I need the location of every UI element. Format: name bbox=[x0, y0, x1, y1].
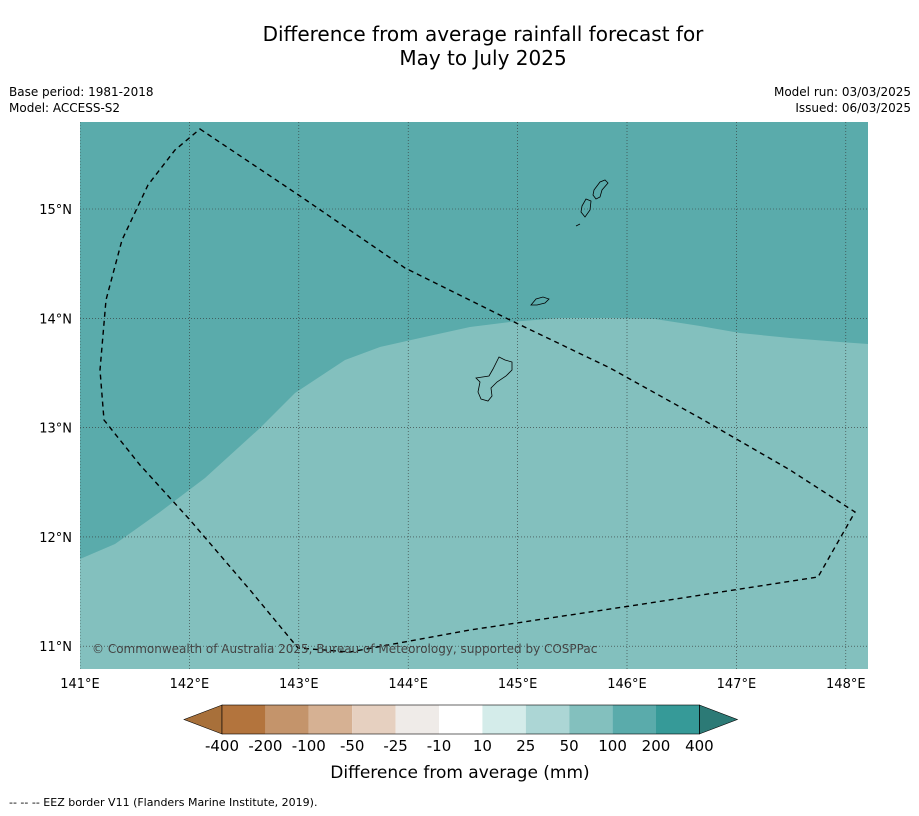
colorbar-tick-label: 50 bbox=[560, 737, 579, 755]
island-rota bbox=[530, 296, 550, 306]
colorbar-extend-high bbox=[699, 704, 739, 735]
colorbar-segment bbox=[395, 705, 439, 734]
x-axis-ticks: 141°E 142°E 143°E 144°E 145°E 146°E 147°E 148°E bbox=[60, 677, 865, 692]
map-title-line2: May to July 2025 bbox=[399, 46, 567, 70]
x-tick-label: 147°E bbox=[717, 677, 757, 692]
map-title: Difference from average rainfall forecas… bbox=[0, 22, 919, 70]
colorbar-extend-low bbox=[183, 704, 223, 735]
y-tick-label: 12°N bbox=[39, 531, 72, 546]
gridlines bbox=[80, 122, 868, 669]
x-tick-label: 143°E bbox=[279, 677, 319, 692]
eez-border bbox=[99, 128, 856, 653]
model-text: Model: ACCESS-S2 bbox=[9, 101, 121, 115]
y-tick-label: 13°N bbox=[39, 422, 72, 437]
colorbar bbox=[183, 704, 739, 735]
colorbar-segment bbox=[525, 705, 570, 734]
zone-50-100 bbox=[80, 318, 868, 669]
colorbar-title: Difference from average (mm) bbox=[330, 763, 589, 783]
colorbar-segment bbox=[656, 705, 700, 734]
x-tick-label: 144°E bbox=[388, 677, 428, 692]
colorbar-segment bbox=[265, 705, 309, 734]
issued-text: Issued: 06/03/2025 bbox=[795, 101, 911, 115]
island-guam bbox=[475, 356, 513, 402]
island-tinian bbox=[580, 198, 592, 218]
x-tick-label: 141°E bbox=[60, 677, 100, 692]
colorbar-segment bbox=[352, 705, 396, 734]
colorbar-segment bbox=[439, 705, 483, 734]
colorbar-tick-label: -25 bbox=[383, 737, 408, 755]
colorbar-tick-label: -100 bbox=[292, 737, 326, 755]
x-tick-label: 145°E bbox=[498, 677, 538, 692]
meta-left: Base period: 1981-2018 Model: ACCESS-S2 bbox=[9, 84, 154, 116]
copyright-text: © Commonwealth of Australia 2025, Bureau… bbox=[92, 642, 597, 656]
colorbar-segment bbox=[222, 705, 266, 734]
x-tick-label: 148°E bbox=[826, 677, 866, 692]
colorbar-tick-label: 100 bbox=[598, 737, 627, 755]
colorbar-tick-label: -200 bbox=[248, 737, 282, 755]
colorbar-segment bbox=[308, 705, 353, 734]
colorbar-tick-label: 10 bbox=[473, 737, 492, 755]
colorbar-tick-label: -10 bbox=[427, 737, 452, 755]
island-saipan bbox=[592, 179, 609, 200]
x-tick-label: 146°E bbox=[607, 677, 647, 692]
y-tick-label: 14°N bbox=[39, 312, 72, 327]
colorbar-tick-label: -50 bbox=[340, 737, 365, 755]
x-tick-label: 142°E bbox=[170, 677, 210, 692]
colorbar-segment bbox=[482, 705, 526, 734]
colorbar-tick-label: 25 bbox=[516, 737, 535, 755]
colorbar-segment bbox=[612, 705, 656, 734]
base-period-text: Base period: 1981-2018 bbox=[9, 85, 154, 99]
islands bbox=[475, 179, 609, 402]
colorbar-labels: -400 -200 -100 -50 -25 -10 10 25 50 100 200 400 bbox=[205, 737, 714, 755]
colorbar-tick-label: -400 bbox=[205, 737, 239, 755]
meta-right: Model run: 03/03/2025 Issued: 06/03/2025 bbox=[774, 84, 911, 116]
colorbar-tick-label: 400 bbox=[685, 737, 714, 755]
map-area: © Commonwealth of Australia 2025, Bureau… bbox=[80, 122, 868, 669]
y-tick-label: 15°N bbox=[39, 203, 72, 218]
colorbar-outline bbox=[221, 704, 700, 735]
colorbar-segment bbox=[569, 705, 613, 734]
map-title-line1: Difference from average rainfall forecas… bbox=[262, 22, 704, 46]
island-aguijan bbox=[575, 223, 581, 227]
colorbar-tick-label: 200 bbox=[642, 737, 671, 755]
y-axis-ticks: 11°N 12°N 13°N 14°N 15°N bbox=[39, 203, 72, 655]
model-run-text: Model run: 03/03/2025 bbox=[773, 85, 911, 99]
eez-footnote: -- -- -- EEZ border V11 (Flanders Marine… bbox=[9, 796, 318, 809]
y-tick-label: 11°N bbox=[39, 640, 72, 655]
